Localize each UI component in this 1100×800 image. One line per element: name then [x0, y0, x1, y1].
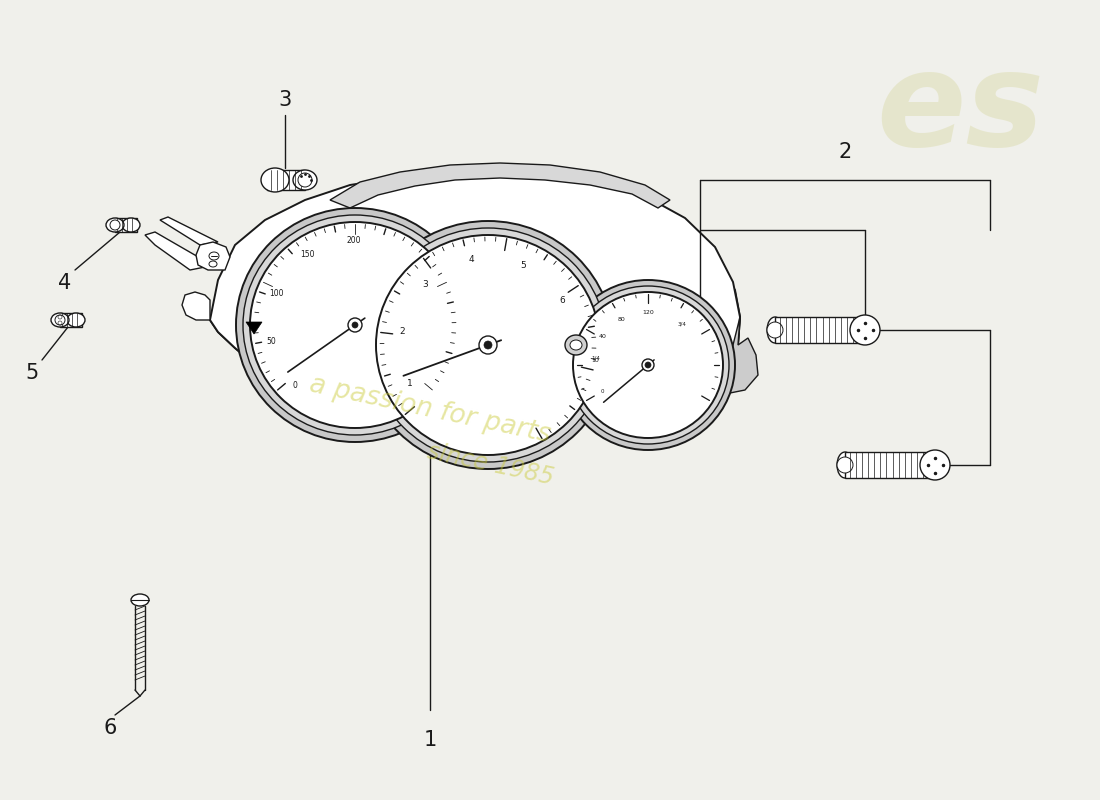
Ellipse shape	[645, 362, 651, 368]
Text: a passion for parts: a passion for parts	[307, 372, 553, 448]
Ellipse shape	[293, 170, 317, 190]
Polygon shape	[182, 292, 210, 320]
Ellipse shape	[837, 452, 852, 478]
Polygon shape	[246, 322, 262, 334]
Text: 10: 10	[592, 358, 600, 363]
Text: 200: 200	[346, 235, 361, 245]
Polygon shape	[145, 232, 214, 270]
Bar	[116, 218, 138, 232]
Bar	[267, 170, 305, 190]
Text: 0: 0	[601, 389, 604, 394]
Ellipse shape	[767, 322, 783, 338]
Bar	[845, 452, 935, 478]
Ellipse shape	[209, 252, 219, 260]
Ellipse shape	[261, 168, 289, 192]
Bar	[776, 317, 865, 343]
Text: since 1985: since 1985	[425, 440, 556, 490]
Text: 2: 2	[399, 327, 405, 336]
Text: 40: 40	[600, 334, 607, 339]
Text: 4: 4	[58, 273, 72, 293]
Ellipse shape	[920, 450, 950, 480]
Text: 3/4: 3/4	[678, 322, 686, 327]
Ellipse shape	[368, 228, 607, 462]
Ellipse shape	[837, 457, 852, 473]
Ellipse shape	[110, 220, 120, 230]
Text: 4: 4	[469, 255, 474, 264]
Ellipse shape	[236, 208, 474, 442]
Text: 2: 2	[838, 142, 851, 162]
Ellipse shape	[51, 313, 69, 327]
Ellipse shape	[67, 313, 85, 327]
Polygon shape	[210, 235, 740, 409]
Text: 120: 120	[642, 310, 653, 314]
Ellipse shape	[565, 335, 587, 355]
Text: 80: 80	[617, 317, 626, 322]
Ellipse shape	[209, 261, 217, 267]
Ellipse shape	[352, 322, 358, 328]
Ellipse shape	[561, 280, 735, 450]
Text: 5: 5	[25, 363, 39, 383]
Text: es: es	[876, 46, 1044, 174]
Ellipse shape	[850, 315, 880, 345]
Ellipse shape	[55, 315, 65, 325]
Text: 7: 7	[572, 346, 578, 355]
Ellipse shape	[131, 594, 149, 606]
Text: 3: 3	[278, 90, 292, 110]
Ellipse shape	[484, 341, 492, 349]
Polygon shape	[160, 217, 218, 245]
Ellipse shape	[243, 215, 468, 435]
Bar	[60, 313, 82, 327]
Polygon shape	[330, 163, 670, 208]
Polygon shape	[690, 317, 758, 395]
Ellipse shape	[573, 292, 723, 438]
Ellipse shape	[122, 218, 140, 232]
Text: 50: 50	[266, 337, 276, 346]
Ellipse shape	[106, 218, 124, 232]
Ellipse shape	[566, 286, 729, 444]
Ellipse shape	[570, 340, 582, 350]
Polygon shape	[196, 242, 230, 270]
Ellipse shape	[767, 317, 783, 343]
Text: 1: 1	[407, 378, 412, 388]
Text: 6: 6	[103, 718, 117, 738]
Text: 3: 3	[422, 280, 428, 289]
Polygon shape	[210, 170, 740, 409]
Ellipse shape	[362, 221, 614, 469]
Text: 5: 5	[520, 261, 526, 270]
Text: 6: 6	[560, 296, 565, 305]
Ellipse shape	[478, 336, 497, 354]
Ellipse shape	[348, 318, 362, 332]
Ellipse shape	[298, 173, 312, 187]
Ellipse shape	[250, 222, 460, 428]
Text: 150: 150	[300, 250, 315, 259]
Text: 1/4: 1/4	[591, 355, 600, 360]
Text: 100: 100	[268, 289, 284, 298]
Ellipse shape	[642, 359, 654, 371]
Ellipse shape	[376, 235, 600, 455]
Text: 0: 0	[293, 381, 297, 390]
Text: 1: 1	[424, 730, 437, 750]
